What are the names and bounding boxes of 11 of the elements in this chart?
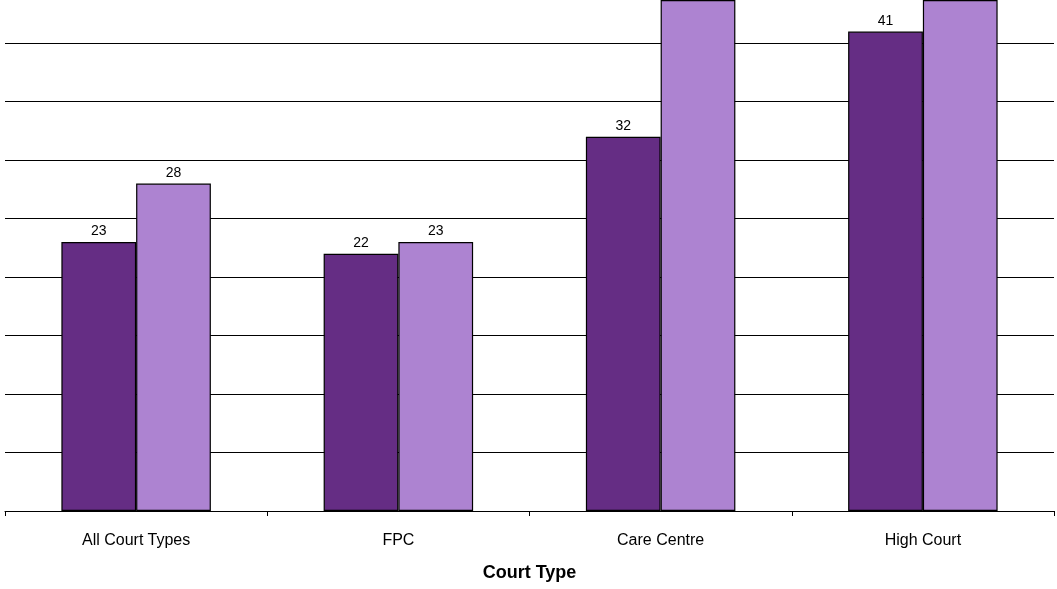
x-axis-title: Court Type [482,562,577,582]
data-label: 23 [427,222,444,239]
data-label: 22 [353,233,369,250]
x-tick-label: All Court Types [82,530,191,548]
x-tick-label: FPC [382,530,415,548]
x-tick-label: High Court [884,530,962,548]
data-label: 41 [877,11,894,28]
data-label: 23 [90,222,107,239]
data-label: 32 [615,116,632,133]
x-tick-label: Care Centre [617,530,705,548]
data-label: 28 [165,163,182,180]
